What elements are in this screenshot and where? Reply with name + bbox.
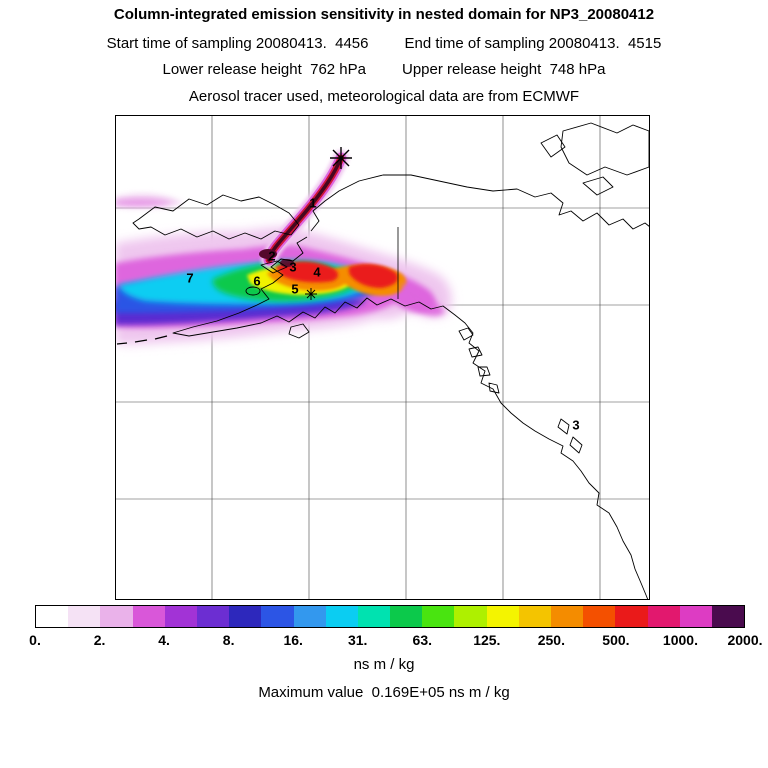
colorbar-ticks: 0. 2. 4. 8. 16. 31. 63. 125. 250. 500. 1000. 2000. (29, 632, 762, 650)
colorbar-tick-label: 4. (158, 632, 170, 648)
colorbar-segment (711, 606, 745, 627)
receptor-star-icon (305, 288, 317, 300)
colorbar-tick-label: 31. (347, 632, 368, 648)
colorbar-segment (100, 606, 133, 627)
colorbar-segment (164, 606, 197, 627)
coastlines (116, 122, 650, 600)
bc-coast-islands (557, 418, 583, 454)
se-alaska-islands (458, 327, 500, 394)
colorbar-segment (615, 606, 648, 627)
colorbar-segments (36, 606, 745, 627)
colorbar-segment (325, 606, 358, 627)
colorbar-tick-label: 500. (602, 632, 630, 648)
plume-level-red (275, 261, 398, 288)
colorbar-segment (293, 606, 326, 627)
colorbar-tick-label: 8. (222, 632, 235, 648)
colorbar (35, 605, 745, 628)
coast-arctic (310, 174, 650, 232)
colorbar-segment (518, 606, 551, 627)
colorbar-segment (647, 606, 680, 627)
plume-dark-core (259, 249, 277, 259)
tracer-note-text: Aerosol tracer used, meteorological data… (188, 88, 580, 105)
colorbar-segment (583, 606, 616, 627)
figure-title: Column-integrated emission sensitivity i… (113, 6, 655, 23)
colorbar-segment (36, 606, 69, 627)
colorbar-segment (196, 606, 230, 627)
colorbar-segment (486, 606, 519, 627)
colorbar-tick-label: 63. (412, 632, 432, 648)
colorbar-segment (132, 606, 165, 627)
colorbar-segment (357, 606, 391, 627)
plume-wisp-magenta (115, 198, 173, 207)
max-value-line: Maximum value 0.169E+05 ns m / kg (258, 684, 510, 701)
colorbar-tick-label: 125. (473, 632, 501, 648)
map-border (115, 115, 650, 600)
upper-release-text: Upper release height 748 hPa (402, 61, 606, 78)
map-svg (115, 115, 650, 600)
colorbar-tick-label: 250. (537, 632, 565, 648)
sampling-times-row: Start time of sampling 20080413. 4456 En… (0, 35, 768, 52)
sampling-end-text: End time of sampling 20080413. 4515 (404, 35, 662, 52)
colorbar-tick-label: 2. (93, 632, 106, 648)
coast-chukotka (132, 194, 300, 240)
coast-pacific (172, 236, 649, 600)
plume (115, 150, 452, 345)
colorbar-segment (68, 606, 101, 627)
colorbar-segment (422, 606, 455, 627)
aleutian-islands (116, 335, 168, 345)
colorbar-segment (261, 606, 294, 627)
colorbar-unit-label: ns m / kg (353, 656, 415, 673)
sampling-start-text: Start time of sampling 20080413. 4456 (106, 35, 369, 52)
colorbar-tick-label: 2000. (727, 632, 763, 648)
arctic-islands (540, 122, 650, 196)
source-marker-icon (330, 147, 352, 169)
colorbar-segment (229, 606, 262, 627)
colorbar-tick-label: 16. (283, 632, 303, 648)
release-heights-row: Lower release height 762 hPa Upper relea… (0, 61, 768, 78)
colorbar-tick-label: 1000. (662, 632, 698, 648)
colorbar-segment (551, 606, 584, 627)
colorbar-segment (454, 606, 487, 627)
island-st-lawrence (260, 260, 288, 274)
island-kodiak (288, 323, 310, 339)
grid-lines (115, 115, 650, 600)
lower-release-text: Lower release height 762 hPa (162, 61, 366, 78)
island-nunivak (245, 286, 261, 296)
colorbar-segment (390, 606, 423, 627)
colorbar-tick-label: 0. (29, 632, 41, 648)
colorbar-segment (679, 606, 712, 627)
plume-east-streak (402, 283, 445, 316)
